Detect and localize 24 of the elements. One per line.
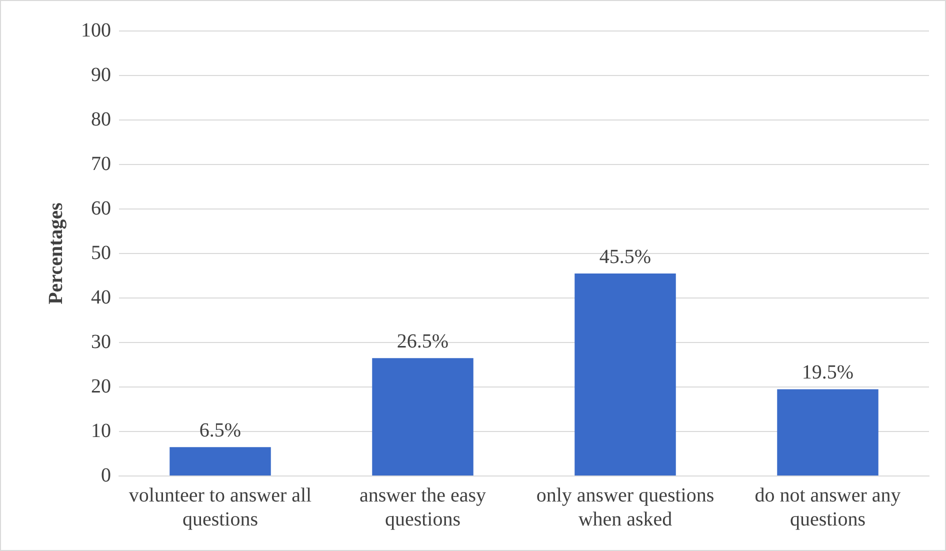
y-tick-label: 60 <box>91 197 111 220</box>
data-label: 45.5% <box>599 246 652 268</box>
bar <box>170 447 271 476</box>
bar <box>574 274 676 476</box>
x-tick-label: do not answer any questions <box>754 484 901 530</box>
y-tick-label: 20 <box>91 375 111 398</box>
x-tick-label: answer the easy questions <box>359 484 486 530</box>
data-label: 6.5% <box>199 419 242 442</box>
y-tick-label: 10 <box>91 420 111 442</box>
y-tick-label: 40 <box>91 286 111 308</box>
data-label: 19.5% <box>802 361 854 384</box>
x-tick-label: volunteer to answer all questions <box>128 484 312 530</box>
bar <box>372 358 474 476</box>
y-tick-label: 50 <box>91 242 111 264</box>
y-tick-label: 70 <box>91 152 111 175</box>
y-tick-label: 90 <box>91 64 111 86</box>
y-tick-label: 80 <box>91 108 111 130</box>
y-tick-label: 100 <box>81 19 111 42</box>
y-tick-label: 0 <box>101 464 111 486</box>
y-axis-title: Percentages <box>45 202 68 304</box>
data-label: 26.5% <box>396 330 449 352</box>
bar <box>777 389 878 476</box>
x-tick-label: only answer questions when asked <box>536 484 714 530</box>
y-tick-label: 30 <box>91 330 111 353</box>
